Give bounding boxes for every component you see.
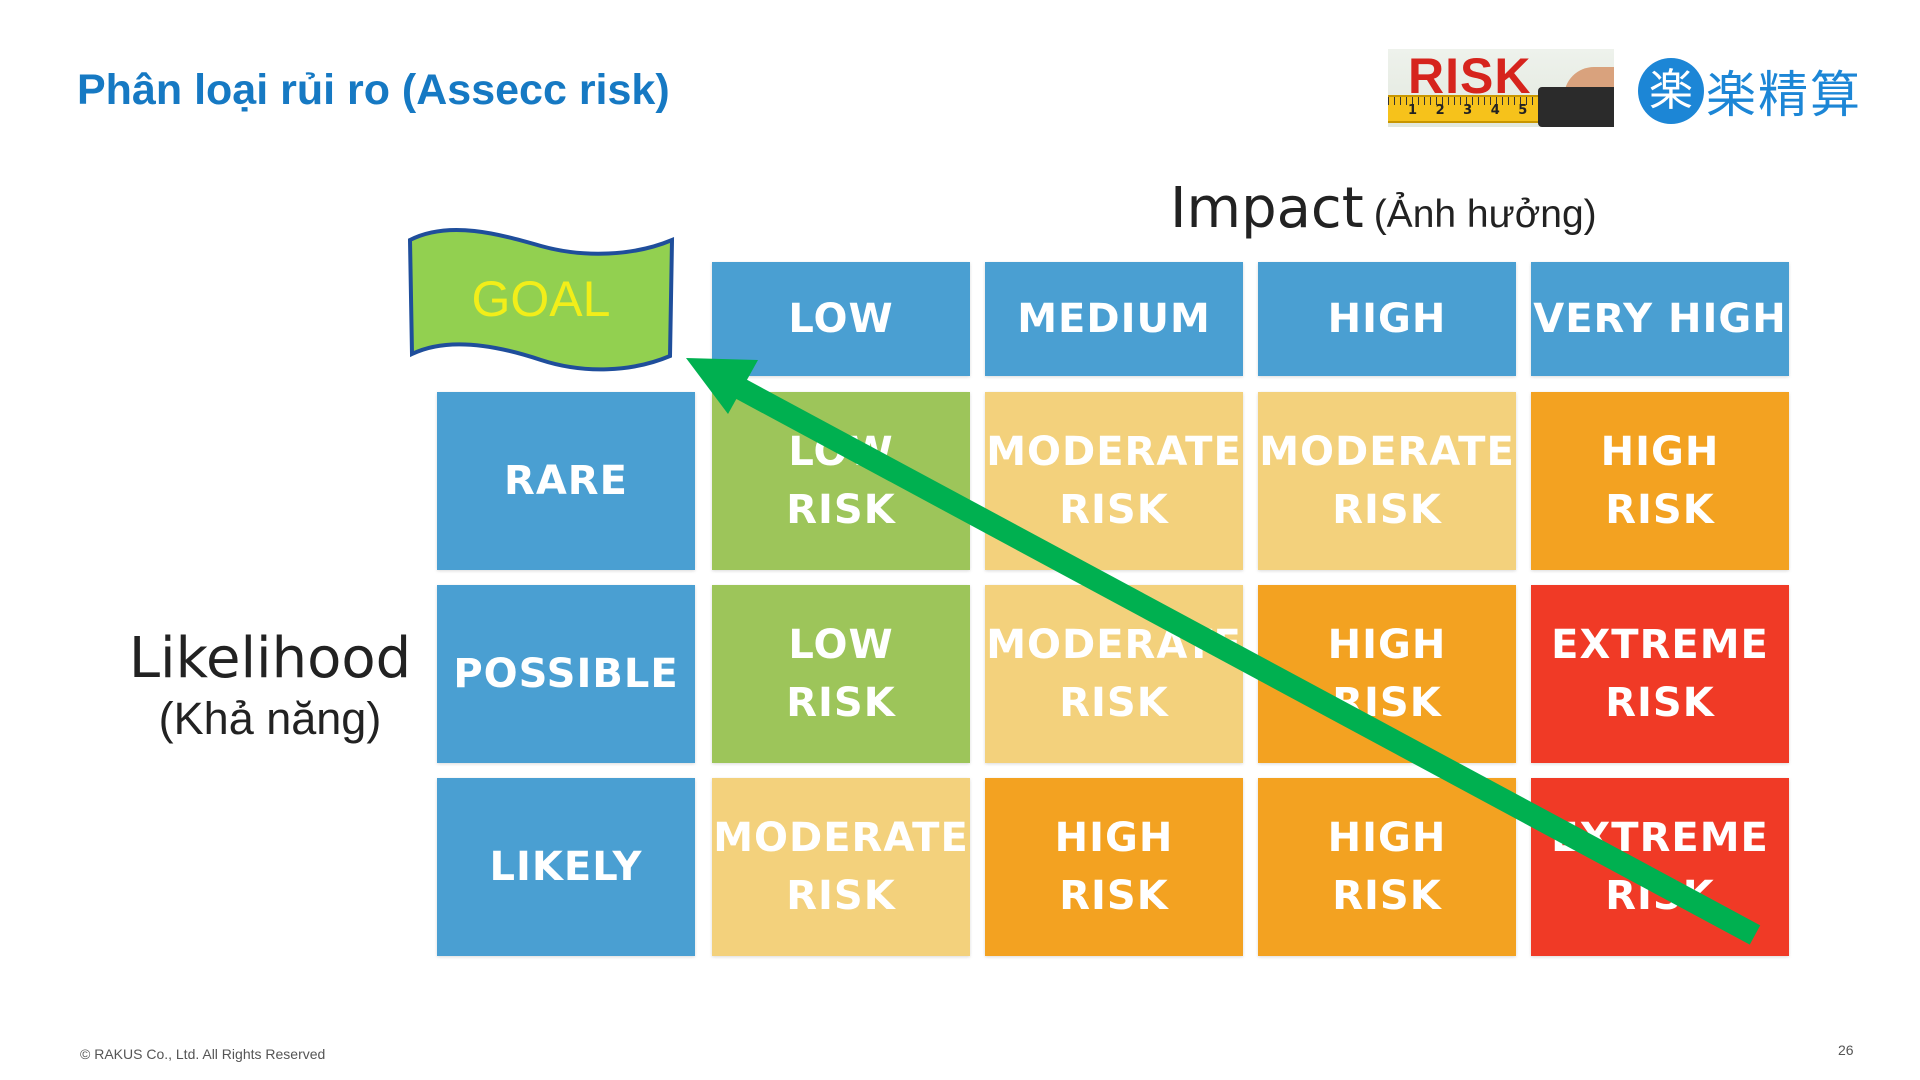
tape-ticks — [1388, 97, 1558, 105]
impact-translation: (Ảnh hưởng) — [1373, 193, 1597, 236]
likelihood-translation: (Khả năng) — [158, 693, 382, 744]
risk-cell-possible-high: HIGH RISK — [1258, 585, 1516, 763]
risk-cell-rare-very-high: HIGH RISK — [1531, 392, 1789, 570]
risk-cell-likely-medium: HIGH RISK — [985, 778, 1243, 956]
likelihood-header-likely: LIKELY — [437, 778, 695, 956]
impact-header-low: LOW — [712, 262, 970, 376]
risk-cell-possible-medium: MODERATE RISK — [985, 585, 1243, 763]
measuring-tape: 1 2 3 4 5 — [1388, 95, 1558, 123]
impact-header-very-high: VERY HIGH — [1531, 262, 1789, 376]
risk-cell-rare-low: LOW RISK — [712, 392, 970, 570]
slide-title: Phân loại rủi ro (Assecc risk) — [77, 66, 670, 114]
risk-cell-likely-very-high: EXTREME RISK — [1531, 778, 1789, 956]
risk-cell-possible-very-high: EXTREME RISK — [1531, 585, 1789, 763]
likelihood-axis-label: Likelihood (Khả năng) — [120, 625, 420, 745]
tape-case — [1538, 87, 1614, 127]
risk-cell-likely-low: MODERATE RISK — [712, 778, 970, 956]
risk-cell-rare-high: MODERATE RISK — [1258, 392, 1516, 570]
likelihood-label: Likelihood — [128, 626, 412, 691]
risk-logo-word: RISK — [1408, 49, 1532, 104]
page-number: 26 — [1838, 1042, 1854, 1058]
impact-axis-label: Impact (Ảnh hưởng) — [1170, 176, 1597, 241]
rakus-logo-mark: 楽 — [1638, 58, 1704, 124]
goal-flag: GOAL — [404, 226, 678, 372]
risk-cell-rare-medium: MODERATE RISK — [985, 392, 1243, 570]
rakus-logo: 楽 楽精算 — [1638, 55, 1862, 127]
copyright-footer: © RAKUS Co., Ltd. All Rights Reserved — [80, 1046, 326, 1062]
flag-shape — [407, 228, 675, 372]
likelihood-header-possible: POSSIBLE — [437, 585, 695, 763]
risk-logo: 1 2 3 4 5 RISK — [1388, 49, 1614, 127]
tape-numbers: 1 2 3 4 5 — [1408, 103, 1528, 118]
risk-cell-likely-high: HIGH RISK — [1258, 778, 1516, 956]
likelihood-header-rare: RARE — [437, 392, 695, 570]
rakus-logo-text: 楽精算 — [1706, 66, 1862, 124]
impact-label: Impact — [1170, 176, 1364, 241]
impact-header-medium: MEDIUM — [985, 262, 1243, 376]
impact-header-high: HIGH — [1258, 262, 1516, 376]
goal-label: GOAL — [471, 271, 611, 327]
risk-cell-possible-low: LOW RISK — [712, 585, 970, 763]
